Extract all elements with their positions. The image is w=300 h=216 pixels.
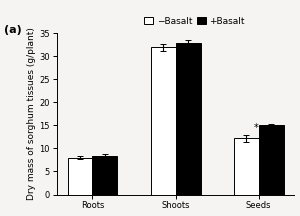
Bar [176,43,200,194]
Bar [234,138,259,194]
Text: (a): (a) [4,25,22,35]
Y-axis label: Dry mass of sorghum tissues (g/plant): Dry mass of sorghum tissues (g/plant) [27,28,36,200]
Bar [151,47,175,194]
Legend: −Basalt, +Basalt: −Basalt, +Basalt [144,17,245,26]
Bar [259,125,284,194]
Text: *: * [254,123,259,133]
Bar [92,156,117,194]
Bar [68,158,92,194]
